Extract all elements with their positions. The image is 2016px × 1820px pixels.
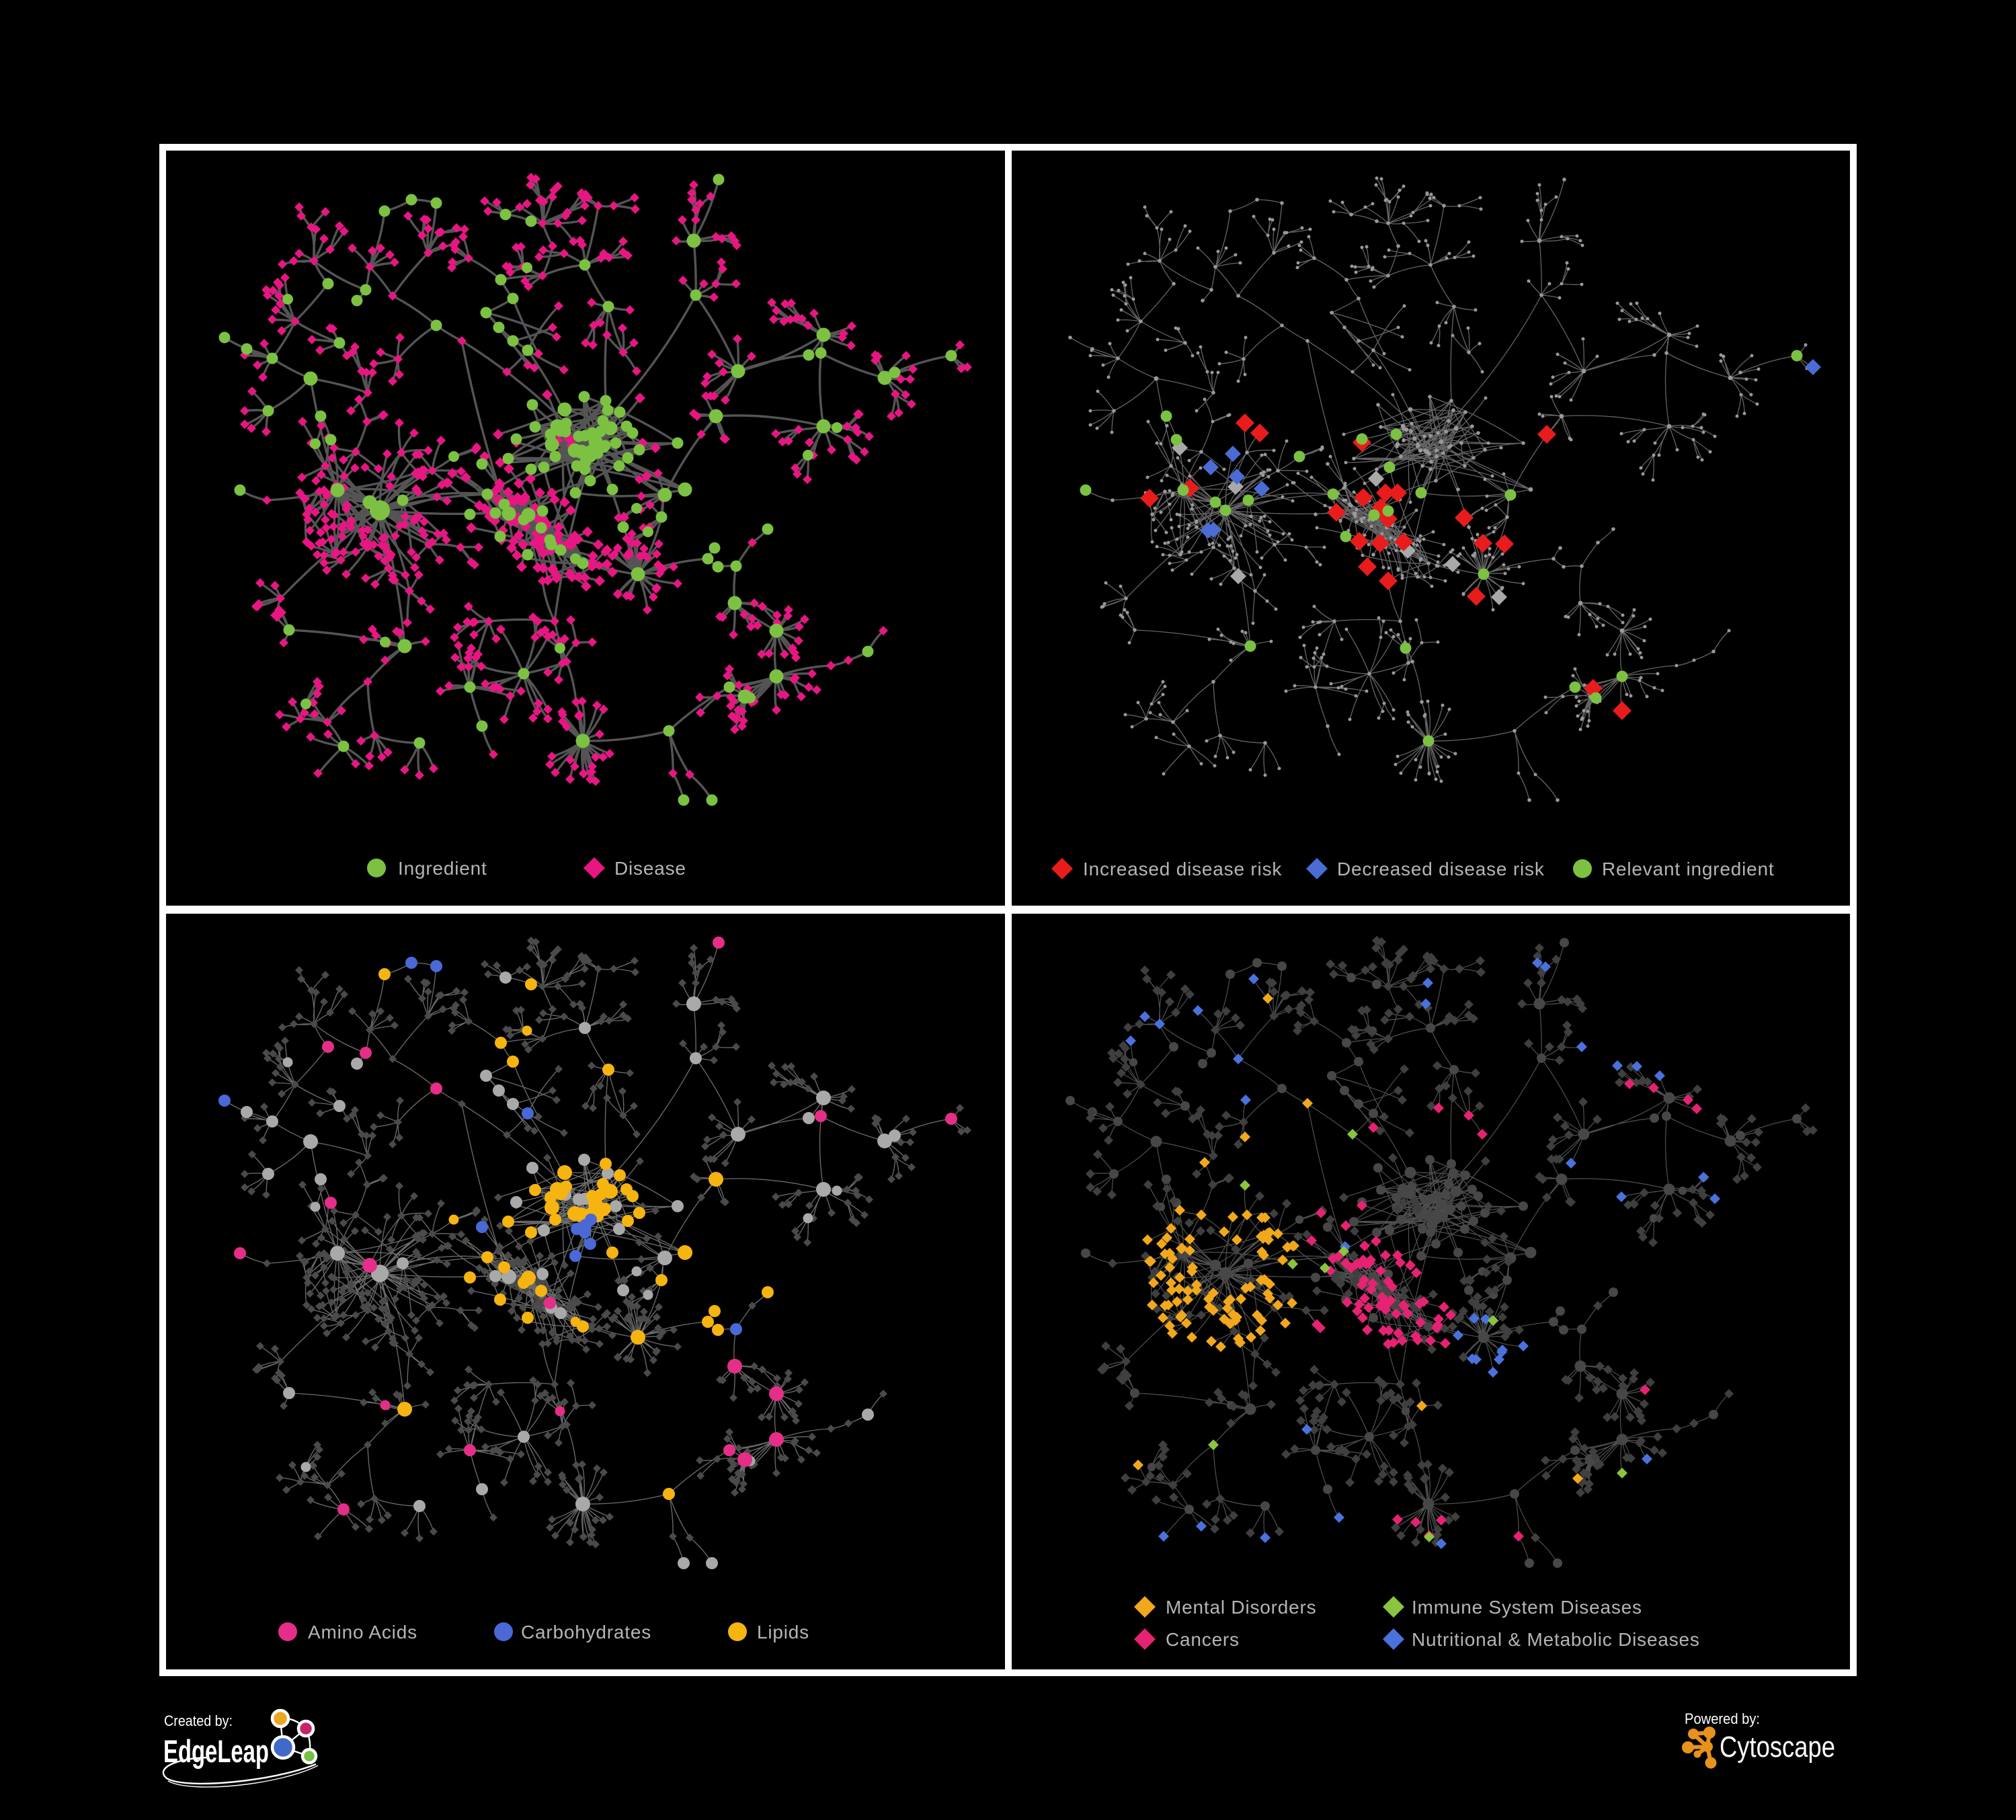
svg-text:Relevant ingredient: Relevant ingredient (1602, 859, 1774, 879)
svg-text:Lipids: Lipids (757, 1622, 809, 1643)
svg-text:Mental Disorders: Mental Disorders (1166, 1597, 1316, 1618)
svg-text:Immune System Diseases: Immune System Diseases (1412, 1597, 1642, 1618)
svg-text:Amino Acids: Amino Acids (308, 1622, 417, 1643)
svg-text:EdgeLeap: EdgeLeap (163, 1733, 269, 1769)
svg-text:Increased disease risk: Increased disease risk (1083, 859, 1282, 879)
svg-text:Cytoscape: Cytoscape (1720, 1731, 1835, 1764)
svg-text:Powered by:: Powered by: (1685, 1710, 1760, 1727)
svg-text:Created by:: Created by: (164, 1712, 233, 1729)
svg-text:Cancers: Cancers (1166, 1629, 1240, 1650)
svg-text:Nutritional & Metabolic Diseas: Nutritional & Metabolic Diseases (1412, 1629, 1700, 1650)
svg-text:Disease: Disease (614, 858, 686, 879)
svg-text:Decreased disease risk: Decreased disease risk (1337, 859, 1545, 879)
svg-text:Ingredient: Ingredient (398, 858, 487, 879)
svg-text:Carbohydrates: Carbohydrates (521, 1622, 651, 1643)
